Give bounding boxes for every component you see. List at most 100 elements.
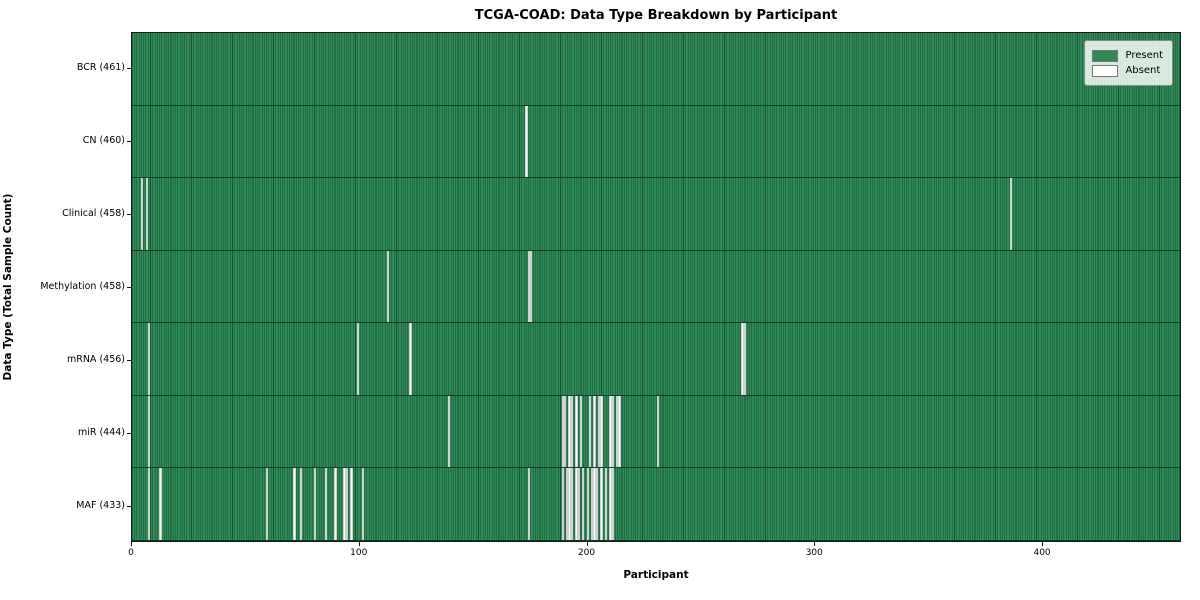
absent-cell-MAF-210 <box>609 468 612 540</box>
present-swatch-icon <box>1092 49 1119 62</box>
absent-cell-miR-231 <box>657 395 660 468</box>
absent-cell-Methylation-175 <box>529 250 533 323</box>
absent-cell-MAF-202 <box>591 468 594 540</box>
x-tick-label-100: 100 <box>350 548 368 558</box>
absent-cell-MAF-12 <box>159 468 162 540</box>
absent-cell-MAF-198 <box>582 468 585 540</box>
x-tick-label-200: 200 <box>577 548 596 558</box>
absent-cell-MAF-71 <box>293 468 296 540</box>
absent-cell-Methylation-174 <box>527 250 530 323</box>
x-tick-mark <box>814 542 816 546</box>
y-tick-mark <box>127 141 131 143</box>
x-tick-mark <box>131 542 132 546</box>
absent-cell-miR-213 <box>616 395 619 468</box>
absent-cell-miR-193 <box>570 395 574 468</box>
absent-cell-CN-173 <box>525 105 528 178</box>
absent-cell-mRNA-99 <box>357 323 360 395</box>
heatmap-row-CN <box>132 105 1180 179</box>
absent-cell-MAF-96 <box>350 468 353 540</box>
x-tick-mark <box>586 542 588 546</box>
heatmap-row-Clinical <box>132 178 1180 251</box>
absent-cell-Clinical-386 <box>1009 178 1012 250</box>
absent-cell-MAF-193 <box>570 468 574 540</box>
y-tick-label-miR: miR (444) <box>77 426 125 438</box>
legend-absent-label: Absent <box>1125 65 1161 76</box>
y-tick-mark <box>127 214 131 216</box>
absent-cell-Clinical-6 <box>145 178 148 250</box>
absent-cell-MAF-211 <box>611 468 614 540</box>
absent-cell-miR-197 <box>579 395 583 468</box>
absent-cell-MAF-191 <box>566 468 569 540</box>
y-tick-label-MAF: MAF (433) <box>76 499 125 511</box>
absent-cell-MAF-85 <box>325 468 328 540</box>
absent-cell-MAF-208 <box>604 468 608 540</box>
absent-cell-miR-195 <box>575 395 578 468</box>
absent-cell-miR-7 <box>147 395 151 468</box>
y-tick-mark <box>127 432 131 434</box>
heatmap-row-miR <box>132 395 1180 469</box>
absent-cell-MAF-59 <box>266 468 269 540</box>
x-tick-label-400: 400 <box>1033 548 1051 558</box>
absent-cell-Methylation-112 <box>386 250 389 323</box>
legend: Present Absent <box>1084 40 1173 86</box>
absent-cell-MAF-192 <box>568 468 571 540</box>
absent-cell-miR-192 <box>568 395 571 468</box>
absent-cell-MAF-204 <box>595 468 599 540</box>
y-tick-mark <box>127 287 131 288</box>
heatmap-row-MAF <box>132 468 1180 541</box>
chart-title: TCGA-COAD: Data Type Breakdown by Partic… <box>474 8 838 23</box>
x-tick-label-0: 0 <box>128 548 134 558</box>
absent-cell-MAF-189 <box>561 468 564 540</box>
legend-entry-present: Present <box>1092 49 1163 62</box>
absent-cell-MAF-200 <box>586 468 589 540</box>
y-tick-mark <box>127 505 131 507</box>
x-tick-mark <box>1042 542 1044 546</box>
absent-cell-miR-214 <box>618 395 621 468</box>
absent-cell-MAF-7 <box>147 468 151 540</box>
absent-cell-miR-211 <box>611 395 614 468</box>
x-tick-mark <box>358 542 360 546</box>
x-axis-label: Participant <box>623 569 689 581</box>
heatmap-row-Methylation <box>132 250 1180 324</box>
legend-entry-absent: Absent <box>1092 64 1163 77</box>
absent-cell-miR-201 <box>588 395 592 468</box>
absent-cell-miR-210 <box>609 395 612 468</box>
y-tick-label-mRNA: mRNA (456) <box>66 353 125 365</box>
absent-cell-miR-190 <box>563 395 567 468</box>
legend-present-label: Present <box>1125 50 1163 61</box>
absent-cell-MAF-89 <box>334 468 337 540</box>
absent-cell-miR-203 <box>593 395 596 468</box>
y-axis-label: Data Type (Total Sample Count) <box>2 193 14 381</box>
absent-cell-MAF-203 <box>593 468 596 540</box>
absent-cell-miR-189 <box>561 395 564 468</box>
y-tick-mark <box>127 68 131 70</box>
y-tick-label-BCR: BCR (461) <box>76 62 125 74</box>
absent-cell-MAF-195 <box>575 468 578 540</box>
absent-cell-MAF-74 <box>300 468 303 540</box>
absent-cell-MAF-101 <box>361 468 364 540</box>
absent-cell-miR-139 <box>447 395 451 468</box>
absent-cell-miR-205 <box>598 395 601 468</box>
absent-cell-mRNA-7 <box>147 323 151 395</box>
absent-cell-Clinical-4 <box>141 178 144 250</box>
absent-cell-MAF-174 <box>527 468 530 540</box>
absent-cell-MAF-80 <box>313 468 317 540</box>
y-tick-mark <box>127 359 131 361</box>
absent-swatch-icon <box>1092 64 1119 77</box>
absent-cell-MAF-196 <box>577 468 580 540</box>
heatmap-plot: Present Absent <box>131 32 1181 542</box>
absent-cell-miR-206 <box>600 395 603 468</box>
absent-cell-MAF-94 <box>345 468 348 540</box>
absent-cell-mRNA-268 <box>741 323 744 395</box>
absent-cell-mRNA-269 <box>743 323 746 395</box>
heatmap-row-BCR <box>132 33 1180 106</box>
y-tick-label-CN: CN (460) <box>82 135 125 147</box>
absent-cell-mRNA-122 <box>409 323 412 395</box>
heatmap-row-mRNA <box>132 323 1180 396</box>
absent-cell-MAF-93 <box>343 468 346 540</box>
y-tick-label-Methylation: Methylation (458) <box>40 281 125 292</box>
absent-cell-MAF-206 <box>600 468 603 540</box>
x-tick-label-300: 300 <box>805 548 823 558</box>
y-tick-label-Clinical: Clinical (458) <box>62 208 125 220</box>
